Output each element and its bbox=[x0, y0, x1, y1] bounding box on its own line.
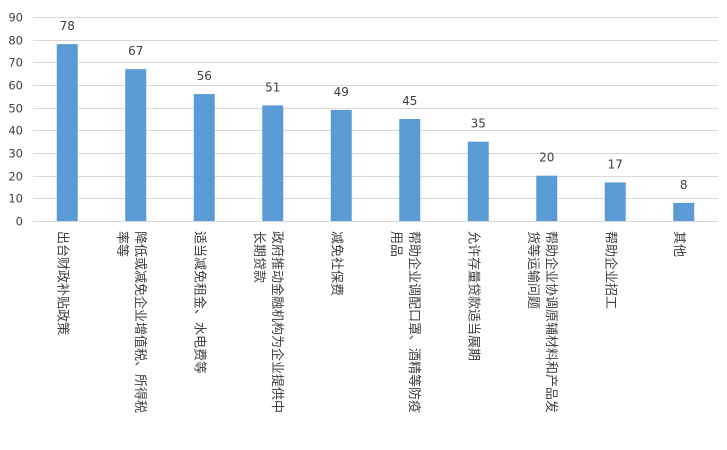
y-tick-label: 60 bbox=[8, 79, 23, 93]
data-label: 49 bbox=[334, 85, 349, 99]
category-label: 帮助企业招工 bbox=[602, 231, 618, 309]
category-label-line: 出台财政补贴政策 bbox=[54, 231, 70, 335]
category-label-line: 帮助企业招工 bbox=[602, 231, 618, 309]
category-label-line: 减免社保费 bbox=[328, 231, 344, 296]
data-label: 78 bbox=[60, 19, 75, 33]
category-label-line: 用品 bbox=[388, 231, 403, 257]
y-tick-label: 50 bbox=[8, 102, 23, 116]
bar bbox=[56, 44, 78, 222]
category-label: 其他 bbox=[671, 231, 686, 257]
y-tick-label: 10 bbox=[8, 192, 23, 206]
category-label-line: 帮助企业调配口罩、酒精等防疫 bbox=[406, 231, 422, 413]
bars bbox=[56, 44, 695, 222]
y-tick-label: 40 bbox=[8, 124, 23, 138]
category-label-line: 其他 bbox=[671, 231, 686, 257]
y-tick-label: 0 bbox=[16, 215, 23, 229]
data-label: 45 bbox=[402, 94, 417, 108]
data-label: 51 bbox=[265, 80, 280, 94]
category-label: 适当减免租金、水电费等 bbox=[191, 231, 207, 374]
category-label-line: 降低或减免企业增值税、所得税 bbox=[132, 231, 148, 413]
data-label: 67 bbox=[128, 44, 143, 58]
y-tick-label: 90 bbox=[8, 11, 23, 25]
y-tick-label: 20 bbox=[8, 170, 23, 184]
data-label: 20 bbox=[539, 151, 554, 165]
y-tick-label: 30 bbox=[8, 147, 23, 161]
category-label-line: 适当减免租金、水电费等 bbox=[191, 231, 207, 374]
bar bbox=[467, 141, 489, 221]
bar bbox=[193, 94, 215, 221]
y-tick-label: 70 bbox=[8, 56, 23, 70]
data-label: 35 bbox=[471, 117, 486, 131]
bar bbox=[262, 105, 284, 221]
category-label: 允许存量贷款适当展期 bbox=[465, 231, 481, 361]
category-label: 减免社保费 bbox=[328, 231, 344, 296]
bar bbox=[604, 182, 626, 221]
bar bbox=[125, 69, 147, 221]
bar bbox=[673, 202, 695, 221]
y-axis-tick-labels: 0 10 20 30 40 50 60 70 80 90 bbox=[8, 11, 23, 229]
category-label: 出台财政补贴政策 bbox=[54, 231, 70, 335]
bar bbox=[399, 119, 421, 221]
y-tick-label: 80 bbox=[8, 34, 23, 48]
data-label: 8 bbox=[680, 178, 688, 192]
category-label-line: 长期贷款 bbox=[251, 231, 266, 283]
data-label: 17 bbox=[608, 157, 623, 171]
category-label-line: 政府推动金融机构为企业提供中 bbox=[269, 231, 285, 413]
category-label-line: 货等运输问题 bbox=[525, 231, 541, 309]
bar bbox=[330, 109, 352, 221]
category-label-line: 允许存量贷款适当展期 bbox=[465, 231, 481, 361]
category-label-line: 帮助企业协调原辅材料和产品发 bbox=[543, 231, 559, 413]
category-label-line: 率等 bbox=[114, 231, 130, 257]
gridlines bbox=[33, 17, 718, 222]
data-labels: 78 67 56 51 49 45 35 20 17 8 bbox=[60, 19, 688, 192]
data-label: 56 bbox=[197, 69, 212, 83]
bar bbox=[536, 175, 558, 221]
